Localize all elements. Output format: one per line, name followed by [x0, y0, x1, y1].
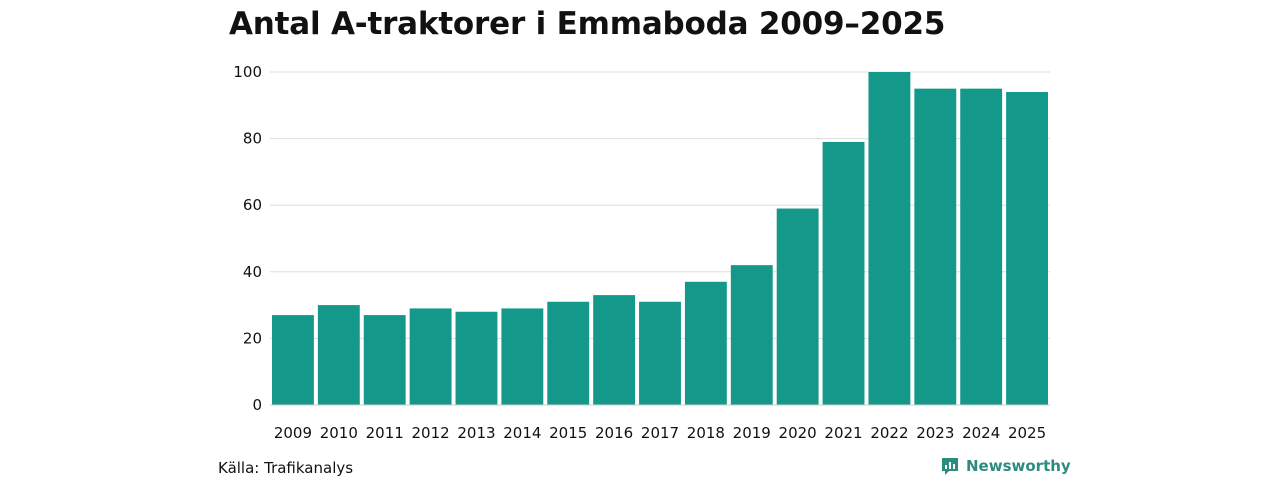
y-tick-label: 60: [243, 196, 262, 214]
bar-2010[interactable]: [317, 305, 360, 405]
bar-2024[interactable]: [960, 88, 1003, 406]
x-axis-ticks: 2009 2010 2011 2012 2013 2014 2015 2016 2017 2018…: [274, 424, 1046, 442]
x-tick-label: 2017: [641, 424, 679, 442]
y-tick-label: 80: [243, 130, 262, 148]
bar-2023[interactable]: [914, 88, 957, 406]
bar-2011[interactable]: [363, 315, 406, 405]
bar-2013[interactable]: [455, 311, 498, 405]
bar-2018[interactable]: [684, 281, 727, 405]
x-tick-label: 2014: [503, 424, 541, 442]
x-tick-label: 2012: [411, 424, 449, 442]
bar-2016[interactable]: [593, 295, 636, 405]
source-note: Källa: Trafikanalys: [218, 459, 354, 477]
bar-2021[interactable]: [822, 141, 865, 405]
x-tick-label: 2019: [733, 424, 771, 442]
bar-2012[interactable]: [409, 308, 452, 405]
x-tick-label: 2023: [916, 424, 954, 442]
y-tick-label: 20: [243, 329, 262, 347]
x-tick-label: 2018: [687, 424, 725, 442]
x-tick-label: 2016: [595, 424, 633, 442]
bar-2025[interactable]: [1006, 91, 1048, 405]
bar-2022[interactable]: [868, 72, 911, 405]
bars: [272, 72, 1048, 406]
newsworthy-logo-icon: [942, 458, 958, 475]
brand-name: Newsworthy: [966, 457, 1071, 475]
x-tick-label: 2011: [366, 424, 404, 442]
bar-2014[interactable]: [501, 308, 544, 405]
brand-logo[interactable]: Newsworthy: [940, 456, 1071, 476]
y-tick-label: 100: [233, 63, 262, 81]
bar-2019[interactable]: [730, 265, 773, 405]
bar-2015[interactable]: [547, 301, 590, 405]
bar-2009[interactable]: [272, 315, 314, 405]
x-tick-label: 2009: [274, 424, 312, 442]
x-tick-label: 2010: [320, 424, 358, 442]
x-tick-label: 2022: [870, 424, 908, 442]
y-tick-label: 0: [252, 396, 262, 414]
y-axis-ticks: 0 20 40 60 80 100: [233, 63, 262, 414]
x-tick-label: 2015: [549, 424, 587, 442]
x-tick-label: 2021: [824, 424, 862, 442]
bar-2017[interactable]: [639, 301, 681, 405]
x-tick-label: 2024: [962, 424, 1000, 442]
x-tick-label: 2025: [1008, 424, 1046, 442]
y-tick-label: 40: [243, 263, 262, 281]
chart-title: Antal A-traktorer i Emmaboda 2009–2025: [229, 6, 946, 42]
x-tick-label: 2020: [779, 424, 817, 442]
bar-2020[interactable]: [776, 208, 819, 405]
x-tick-label: 2013: [457, 424, 495, 442]
